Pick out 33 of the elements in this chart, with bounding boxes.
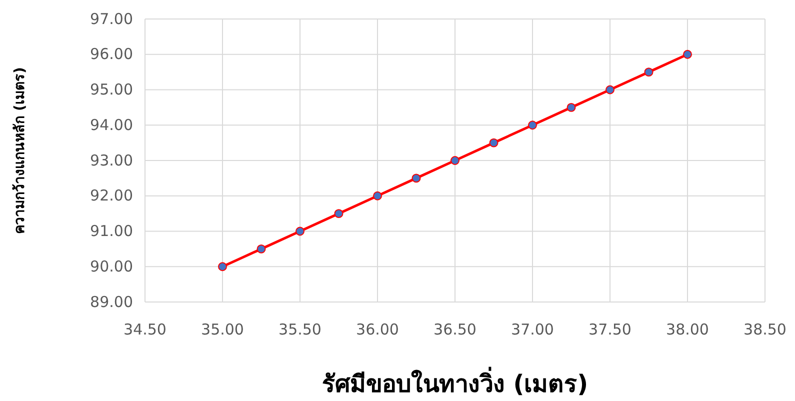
x-tick-label: 38.50 [744, 320, 786, 339]
y-tick-label: 89.00 [90, 292, 133, 311]
x-tick-label: 35.00 [201, 320, 244, 339]
y-tick-label: 90.00 [90, 257, 133, 276]
x-tick-label: 35.50 [278, 320, 322, 339]
point [412, 174, 421, 183]
x-tick-label: 36.50 [434, 320, 476, 339]
x-tick-label: 36.00 [356, 320, 399, 339]
y-tick-label: 91.00 [90, 222, 133, 240]
x-tick-label: 38.00 [666, 320, 709, 339]
point [489, 138, 498, 148]
x-tick-label: 34.50 [124, 320, 166, 339]
y-tick-label: 92.00 [90, 186, 133, 205]
point [334, 209, 344, 218]
y-tick-label: 97.00 [90, 10, 133, 28]
x-tick-label: 37.50 [588, 320, 632, 339]
point [373, 191, 382, 200]
y-tick-label: 94.00 [90, 116, 133, 134]
point [450, 156, 460, 165]
point [528, 120, 537, 130]
point [218, 262, 227, 272]
y-tick-label: 96.00 [90, 45, 133, 64]
point [606, 85, 614, 94]
x-tick-label: 37.00 [511, 320, 554, 339]
x-axis-title: รัศมีขอบในทางวิ่ง (เมตร) [322, 366, 588, 398]
point [296, 226, 304, 236]
point [566, 102, 576, 112]
y-tick-label: 95.00 [90, 80, 133, 99]
point [644, 68, 654, 77]
point [683, 50, 692, 59]
y-axis-title: ความกว้างแกนหลัก (เมตร) [12, 67, 28, 234]
point [256, 244, 266, 254]
y-tick-label: 93.00 [90, 151, 133, 170]
